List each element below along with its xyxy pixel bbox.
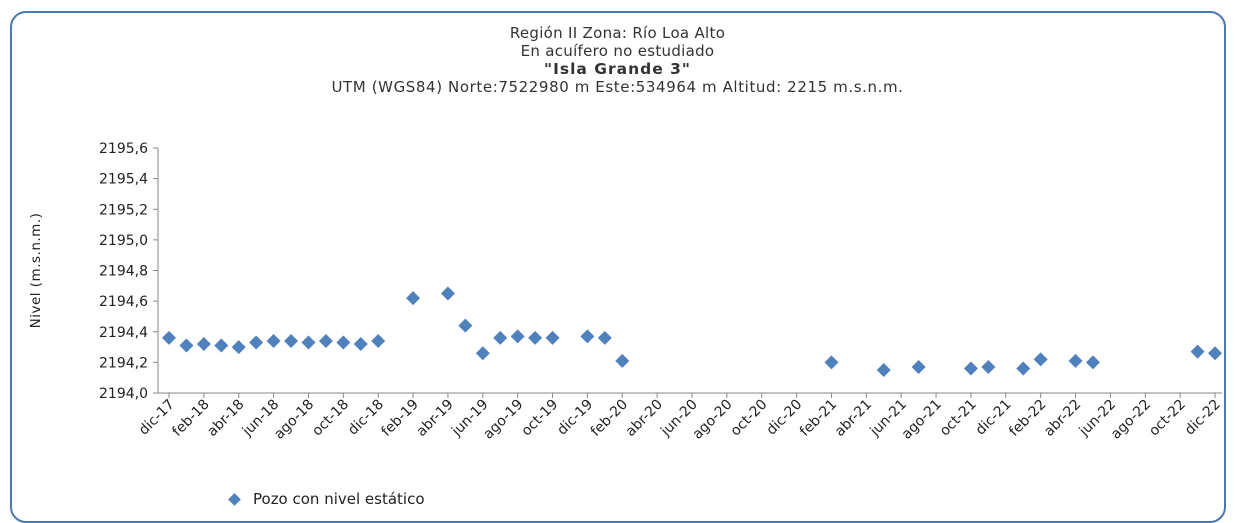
chart-frame [10,11,1226,523]
data-point [231,340,246,355]
x-tick-label: dic-20 [763,397,805,439]
y-tick-label: 2194,0 [99,386,148,402]
chart-title-line-3: "Isla Grande 3" [544,60,691,78]
y-tick-label: 2195,2 [99,202,148,218]
y-tick-label: 2195,6 [99,141,148,157]
x-tick-label: feb-18 [169,397,212,440]
x-tick-label: dic-17 [136,397,178,439]
data-point [615,353,630,368]
data-point [1016,361,1031,376]
data-point [1033,352,1048,367]
data-point [249,335,264,350]
data-point [353,337,368,351]
data-point [981,359,996,374]
x-tick-label: dic-22 [1182,397,1224,439]
data-point [580,329,595,344]
x-tick-label: feb-22 [1006,397,1049,440]
data-point [1085,355,1100,370]
data-point [179,338,194,353]
data-point [545,330,560,345]
data-point [318,333,333,348]
data-point [475,346,490,361]
x-tick-label: dic-21 [973,397,1015,439]
data-point [371,333,386,348]
x-tick-label: ago-18 [271,397,317,443]
x-tick-label: feb-20 [588,397,631,440]
x-tick-label: abr-22 [1041,397,1084,440]
data-point [911,359,926,374]
chart-title-block: Región II Zona: Río Loa Alto En acuífero… [0,24,1235,96]
x-tick-label: ago-21 [899,397,945,443]
data-point [510,329,525,344]
data-point [824,355,839,370]
x-tick-label: oct-22 [1146,397,1189,440]
data-point [196,337,211,351]
data-point [876,363,891,378]
x-tick-label: oct-20 [728,397,771,440]
x-tick-label: ago-20 [690,397,736,443]
y-tick-label: 2194,2 [99,355,148,371]
data-point [597,330,612,345]
x-tick-label: oct-21 [937,397,980,440]
x-tick-label: ago-22 [1108,397,1154,443]
chart-title-line-2: En acuífero no estudiado [520,42,715,60]
chart-title-line-1: Región II Zona: Río Loa Alto [509,24,726,42]
data-point [528,330,543,345]
legend-label: Pozo con nivel estático [253,490,425,508]
y-tick-label: 2194,6 [99,294,148,310]
data-point [214,338,229,353]
y-tick-label: 2195,0 [99,233,148,249]
x-tick-label: abr-19 [413,397,456,440]
y-tick-label: 2195,4 [99,172,148,188]
x-tick-label: feb-21 [797,397,840,440]
data-point [493,330,508,345]
data-point [1068,353,1083,368]
data-point [301,335,316,350]
data-point [440,286,455,301]
data-point [284,333,299,348]
x-tick-label: feb-19 [379,397,422,440]
data-point [963,361,978,376]
x-tick-label: oct-18 [309,397,352,440]
y-axis-label: Nivel (m.s.n.m.) [28,213,44,329]
data-point [406,291,421,306]
data-point [266,333,281,348]
data-point [1208,346,1222,361]
chart-title-line-4: UTM (WGS84) Norte:7522980 m Este:534964 … [331,78,904,96]
y-tick-label: 2194,8 [99,264,148,280]
x-tick-label: abr-20 [623,397,666,440]
legend: Pozo con nivel estático [228,490,425,508]
y-tick-label: 2194,4 [99,325,148,341]
legend-marker-icon [228,492,241,506]
data-point [1190,344,1205,359]
x-tick-label: abr-18 [204,397,247,440]
x-tick-label: dic-18 [345,397,387,439]
x-tick-label: ago-19 [480,397,526,443]
x-tick-label: abr-21 [832,397,875,440]
data-point [336,335,351,350]
data-point [162,330,176,345]
x-tick-label: dic-19 [554,397,596,439]
data-point [458,318,473,333]
x-tick-label: oct-19 [518,397,561,440]
